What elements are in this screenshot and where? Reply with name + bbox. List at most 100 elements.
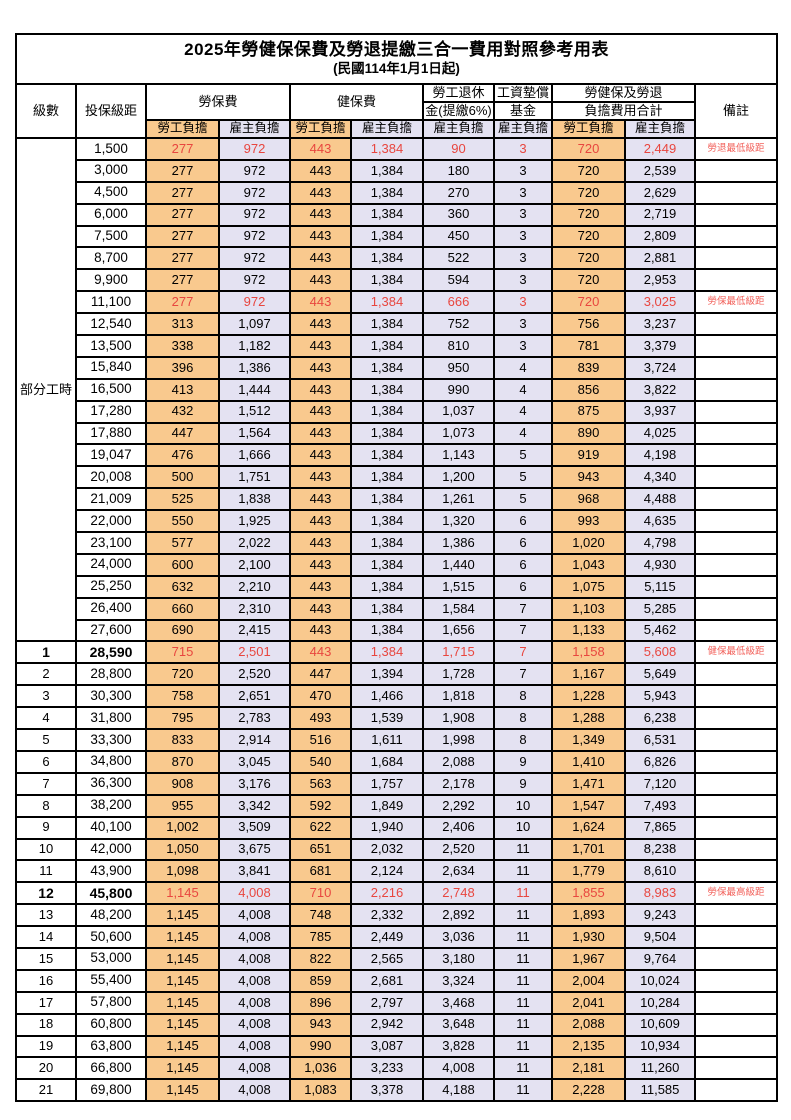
value-cell-total-employee: 720 [551, 180, 626, 205]
level-cell: 7 [15, 771, 77, 796]
value-cell-total-employee: 2,041 [551, 990, 626, 1015]
table-row: 12,540 313 1,097 443 1,384 752 3 756 3,237 [16, 312, 779, 337]
value-cell-health-employer: 1,539 [350, 706, 424, 731]
value-cell-total-employer: 2,539 [624, 158, 696, 183]
table-row: 部分工時 1,500 277 972 443 1,384 90 3 720 2,449 勞退最低級距 [15, 136, 779, 643]
value-cell-labor-employee: 338 [145, 334, 220, 358]
value-cell-total-employee: 1,930 [551, 925, 626, 949]
table-row: 12 45,800 1,145 4,008 710 2,216 2,748 11 1,855 8,… [15, 881, 779, 906]
value-cell-labor-employer: 2,520 [218, 662, 291, 687]
value-cell-pension-employer: 1,515 [422, 574, 495, 599]
value-cell-health-employer: 2,216 [350, 881, 424, 906]
value-cell-total-employer: 8,610 [624, 859, 696, 884]
value-cell-pension-employer: 1,320 [422, 509, 495, 534]
level-cell: 2 [15, 662, 77, 687]
value-cell-labor-employer: 2,100 [218, 552, 291, 577]
note-cell [693, 355, 779, 380]
subheader-health-employee: 勞工負擔 [289, 119, 352, 139]
bracket-cell: 42,000 [75, 837, 147, 862]
value-cell-labor-employee: 447 [145, 421, 220, 446]
table-row: 9 40,100 1,002 3,509 622 1,940 2,406 10 1,624 7,8… [15, 815, 779, 840]
level-cell: 5 [15, 728, 77, 752]
value-cell-health-employer: 2,449 [350, 925, 424, 949]
value-cell-labor-employee: 277 [145, 158, 220, 183]
bracket-cell: 34,800 [75, 749, 147, 774]
value-cell-labor-employee: 870 [145, 749, 220, 774]
level-cell: 10 [15, 837, 77, 862]
level-cell: 11 [15, 859, 77, 884]
note-cell [693, 1056, 779, 1081]
value-cell-total-employer: 11,260 [624, 1056, 696, 1081]
value-cell-total-employee: 2,088 [551, 1012, 626, 1037]
value-cell-labor-employer: 4,008 [218, 1012, 291, 1037]
bracket-cell: 21,009 [75, 487, 147, 512]
value-cell-total-employer: 4,488 [624, 487, 696, 512]
value-cell-health-employee: 443 [289, 552, 352, 577]
value-cell-labor-employer: 972 [218, 158, 291, 183]
value-cell-health-employee: 443 [289, 377, 352, 402]
value-cell-health-employer: 1,757 [350, 771, 424, 796]
value-cell-wage-fund-employer: 7 [493, 596, 553, 621]
note-cell [693, 990, 779, 1015]
value-cell-pension-employer: 1,200 [422, 465, 495, 490]
bracket-cell: 13,500 [75, 334, 147, 358]
level-cell: 15 [15, 946, 77, 971]
value-cell-labor-employee: 1,002 [145, 815, 220, 840]
premium-table: 2025年勞健保保費及勞退提繳三合一費用對照參考用表 (民國114年1月1日起)… [14, 33, 779, 1103]
note-cell [693, 487, 779, 512]
table-row: 16 55,400 1,145 4,008 859 2,681 3,324 11 2,004 10… [15, 968, 779, 993]
value-cell-total-employer: 4,340 [624, 465, 696, 490]
value-cell-health-employee: 896 [289, 990, 352, 1015]
value-cell-labor-employer: 3,675 [218, 837, 291, 862]
col-header-pension-line1: 勞工退休 [422, 83, 495, 103]
table-row: 2 28,800 720 2,520 447 1,394 1,728 7 1,167 5,649 [15, 662, 779, 687]
value-cell-total-employer: 4,198 [624, 443, 696, 468]
value-cell-labor-employer: 972 [218, 268, 291, 293]
table-row: 17,880 447 1,564 443 1,384 1,073 4 890 4,025 [16, 421, 779, 446]
value-cell-health-employer: 1,849 [350, 793, 424, 818]
value-cell-labor-employee: 277 [145, 290, 220, 315]
bracket-cell: 22,000 [75, 509, 147, 534]
value-cell-total-employer: 3,724 [624, 355, 696, 380]
value-cell-total-employer: 6,826 [624, 749, 696, 774]
value-cell-total-employer: 5,649 [624, 662, 696, 687]
value-cell-health-employer: 1,384 [350, 355, 424, 380]
value-cell-total-employee: 1,158 [551, 640, 626, 665]
value-cell-total-employee: 2,228 [551, 1078, 626, 1103]
value-cell-total-employee: 720 [551, 224, 626, 249]
value-cell-total-employer: 10,284 [624, 990, 696, 1015]
note-cell [693, 1034, 779, 1059]
value-cell-labor-employer: 4,008 [218, 925, 291, 949]
value-cell-health-employer: 1,384 [350, 443, 424, 468]
value-cell-total-employee: 1,967 [551, 946, 626, 971]
title-block: 2025年勞健保保費及勞退提繳三合一費用對照參考用表 (民國114年1月1日起) [14, 33, 779, 85]
value-cell-labor-employer: 1,182 [218, 334, 291, 358]
value-cell-labor-employee: 1,145 [145, 925, 220, 949]
note-cell [693, 552, 779, 577]
value-cell-wage-fund-employer: 11 [493, 1012, 553, 1037]
table-row: 23,100 577 2,022 443 1,384 1,386 6 1,020 4,798 [16, 531, 779, 555]
value-cell-labor-employee: 1,145 [145, 1034, 220, 1059]
value-cell-health-employer: 2,332 [350, 903, 424, 928]
bracket-cell: 63,800 [75, 1034, 147, 1059]
value-cell-wage-fund-employer: 4 [493, 377, 553, 402]
value-cell-labor-employee: 715 [145, 640, 220, 665]
value-cell-health-employer: 1,384 [350, 574, 424, 599]
value-cell-total-employer: 9,764 [624, 946, 696, 971]
note-cell: 健保最低級距 [693, 640, 779, 665]
value-cell-health-employee: 443 [289, 268, 352, 293]
value-cell-total-employee: 1,349 [551, 728, 626, 752]
value-cell-health-employee: 470 [289, 684, 352, 709]
value-cell-total-employee: 1,133 [551, 618, 626, 643]
subheader-labor-employer: 雇主負擔 [218, 119, 291, 139]
value-cell-health-employee: 443 [289, 158, 352, 183]
value-cell-labor-employer: 1,925 [218, 509, 291, 534]
value-cell-health-employer: 1,384 [350, 421, 424, 446]
bracket-cell: 12,540 [75, 312, 147, 337]
value-cell-health-employer: 1,940 [350, 815, 424, 840]
value-cell-wage-fund-employer: 6 [493, 552, 553, 577]
value-cell-labor-employee: 720 [145, 662, 220, 687]
value-cell-labor-employer: 972 [218, 202, 291, 227]
table-row: 14 50,600 1,145 4,008 785 2,449 3,036 11 1,930 9,… [15, 925, 779, 949]
bracket-cell: 28,590 [75, 640, 147, 665]
